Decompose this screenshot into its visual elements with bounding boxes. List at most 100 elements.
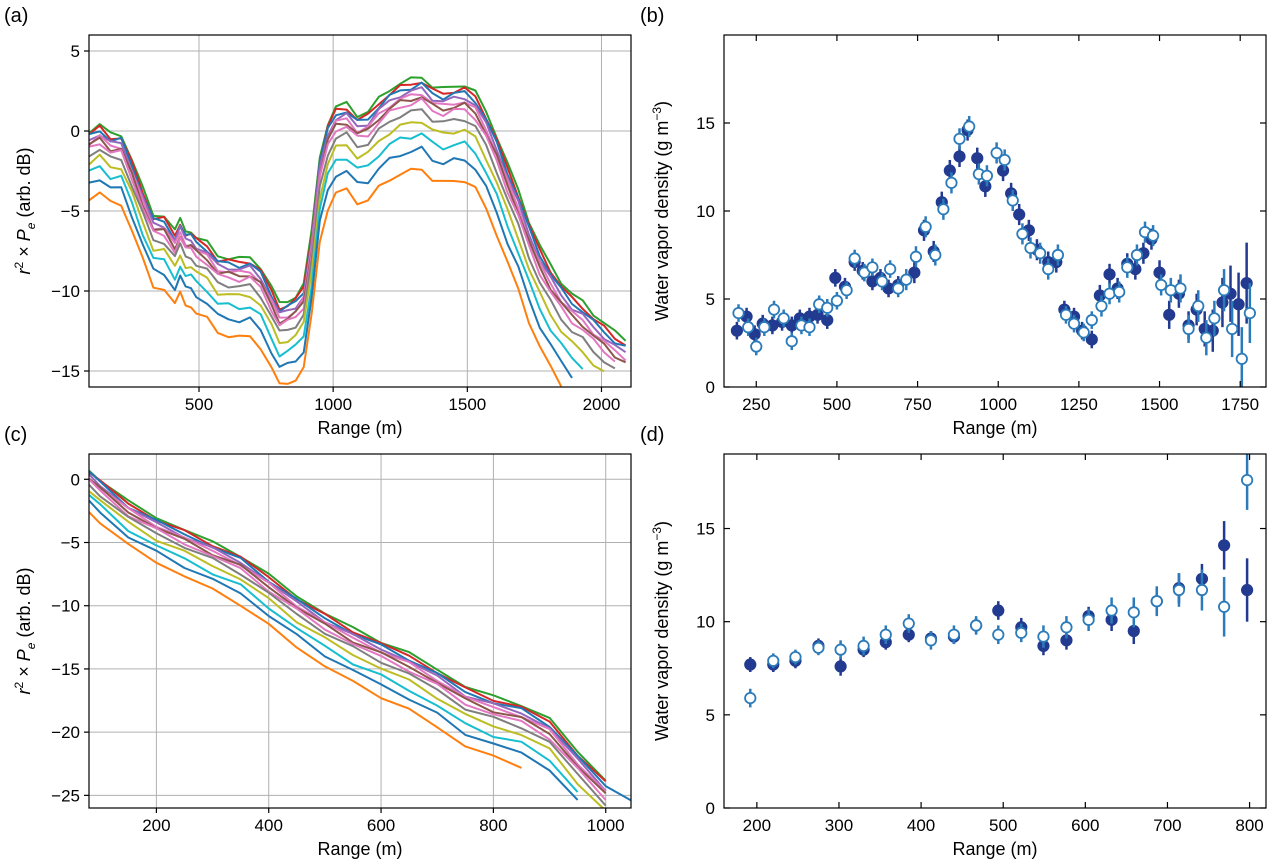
series-line	[89, 167, 563, 387]
x-tick-label: 200	[142, 816, 170, 835]
open-point	[1077, 326, 1090, 339]
filled-point	[1103, 268, 1116, 281]
x-tick-label: 600	[1071, 816, 1099, 835]
y-tick-label: 10	[696, 613, 715, 632]
x-tick-label: 250	[742, 395, 770, 414]
y-tick-label: 0	[71, 122, 80, 141]
open-point	[1067, 317, 1081, 330]
x-axis-label: Range (m)	[952, 839, 1037, 859]
y-tick-label: 10	[696, 202, 715, 221]
open-point	[1208, 312, 1221, 325]
y-tick-label: −15	[51, 660, 80, 679]
plot-area	[730, 115, 1256, 387]
x-tick-label: 700	[1153, 816, 1181, 835]
y-tick-label: −25	[51, 786, 80, 805]
open-point	[1037, 630, 1050, 643]
open-point	[947, 628, 961, 641]
open-point	[1051, 248, 1065, 262]
open-point	[963, 120, 976, 133]
x-tick-label: 2000	[583, 395, 621, 414]
open-point	[857, 639, 870, 653]
x-tick-label: 500	[989, 816, 1017, 835]
y-tick-label: −5	[61, 534, 80, 553]
open-point	[1127, 606, 1140, 619]
open-point	[1164, 284, 1177, 297]
series-line	[89, 81, 626, 347]
open-point	[1200, 331, 1213, 344]
x-tick-label: 600	[367, 816, 395, 835]
open-point	[866, 261, 879, 274]
axes-frame	[723, 34, 1267, 388]
open-point	[821, 301, 834, 314]
x-tick-label: 1750	[1221, 395, 1259, 414]
open-point	[1146, 229, 1160, 242]
series-line	[89, 471, 607, 783]
panel-a: 500 1000 1500 2000 5 0 −5 −10 −15 Range (m) r2 × P…	[4, 5, 632, 438]
panel-c: 200 400 600 800 1000 0 −5 −10 −15 −20 −25 Range (m)…	[4, 424, 632, 859]
filled-point	[996, 164, 1010, 177]
y-tick-label: −10	[51, 282, 80, 301]
open-point	[1085, 314, 1098, 327]
open-point	[1155, 278, 1168, 292]
open-point	[909, 250, 923, 263]
series-line	[89, 490, 605, 808]
series-line	[89, 81, 627, 347]
panel-label: (c)	[4, 424, 27, 446]
open-point	[840, 284, 853, 297]
filled-point	[834, 660, 847, 673]
series-line	[89, 499, 579, 801]
series-line	[89, 108, 616, 370]
x-tick-label: 500	[185, 395, 213, 414]
x-tick-label: 800	[1235, 816, 1263, 835]
open-point	[744, 691, 757, 705]
open-point	[875, 275, 889, 288]
y-tick-label: −10	[51, 597, 80, 616]
filled-point	[1085, 333, 1098, 346]
filled-point	[943, 164, 956, 177]
filled-point	[1013, 208, 1026, 221]
x-tick-label: 400	[907, 816, 935, 835]
plot-area	[89, 469, 631, 808]
y-tick-label: 15	[696, 114, 715, 133]
open-point	[1006, 194, 1019, 207]
filled-point	[971, 152, 984, 165]
x-tick-label: 300	[825, 816, 853, 835]
filled-point	[1232, 298, 1245, 311]
filled-point	[730, 324, 744, 337]
y-tick-label: −15	[51, 362, 80, 381]
open-point	[812, 641, 825, 654]
x-tick-label: 1000	[587, 816, 625, 835]
filled-point	[1218, 539, 1231, 552]
open-point	[924, 634, 938, 647]
panel-label: (b)	[640, 5, 664, 27]
open-point	[1060, 621, 1073, 634]
y-tick-label: 15	[696, 520, 715, 539]
open-point	[884, 262, 897, 276]
y-tick-label: 5	[706, 706, 715, 725]
open-point	[1195, 583, 1209, 597]
open-point	[1235, 352, 1248, 365]
panel-label: (a)	[4, 5, 28, 27]
open-point	[902, 617, 915, 630]
open-point	[1226, 322, 1239, 336]
open-point	[834, 643, 847, 656]
open-point	[1016, 227, 1029, 240]
open-point	[1241, 473, 1254, 487]
open-point	[767, 303, 781, 316]
open-point	[803, 321, 816, 334]
open-point	[789, 650, 802, 664]
open-point	[929, 248, 942, 262]
open-point	[1121, 261, 1134, 274]
open-point	[1034, 247, 1047, 260]
y-tick-label: 5	[706, 290, 715, 309]
filled-point	[1216, 296, 1229, 309]
x-axis-label: Range (m)	[317, 418, 402, 438]
open-point	[830, 294, 844, 307]
open-point	[1042, 262, 1055, 276]
open-point	[1059, 308, 1073, 321]
open-point	[937, 203, 950, 216]
x-tick-label: 1000	[314, 395, 352, 414]
panel-d: 200 300 400 500 600 700 800 0 5 10 15 Range (m) Wate…	[640, 424, 1267, 859]
x-tick-label: 500	[823, 395, 851, 414]
series-line	[89, 484, 607, 807]
